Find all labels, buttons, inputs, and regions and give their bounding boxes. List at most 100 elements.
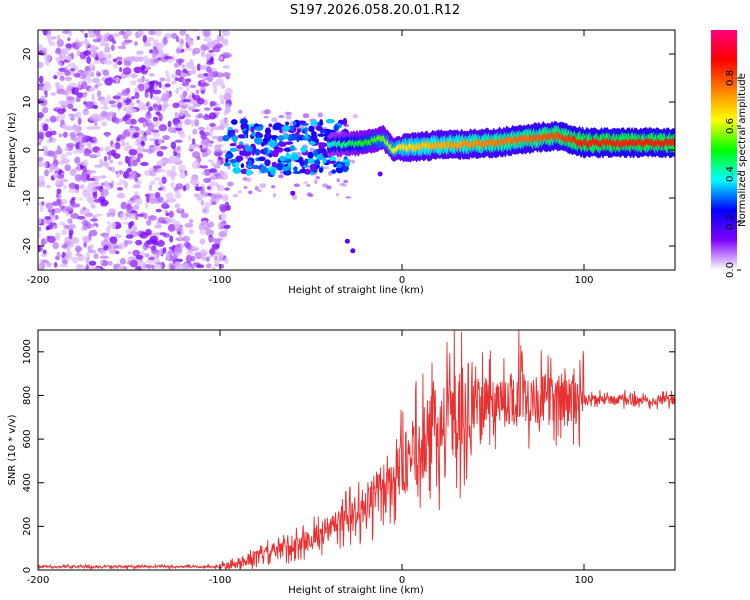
spectrogram-noise-cell — [38, 112, 44, 119]
spectrogram-noise-cell — [209, 140, 214, 144]
spectrogram-noise-cell — [285, 111, 293, 116]
spectrogram-noise-cell — [223, 257, 229, 265]
spectrogram-cell — [255, 131, 261, 136]
spectrogram-noise-cell — [82, 91, 88, 96]
spectrogram-noise-cell — [242, 176, 248, 181]
snr-ytick-label: 200 — [22, 517, 33, 536]
spectrogram-noise-cell — [62, 131, 68, 138]
spectrogram-noise-cell — [129, 197, 134, 201]
spectrogram-noise-cell — [93, 222, 98, 227]
spectrogram-noise-cell — [224, 187, 230, 191]
spectrogram-noise-cell — [213, 86, 218, 95]
snr-ylabel: SNR (10 * v/v) — [7, 414, 18, 485]
spectrogram-noise-cell — [118, 30, 126, 35]
spectrogram-noise-cell — [254, 186, 259, 191]
spectrogram-noise-cell — [54, 232, 61, 241]
spectrogram-noise-cell — [45, 118, 51, 123]
spectrogram-noise-cell — [93, 253, 99, 259]
spectrogram-cell — [318, 142, 328, 148]
spectrogram-noise-cell — [207, 177, 212, 183]
spectrogram-noise-cell — [38, 75, 44, 84]
spectrogram-noise-cell — [201, 151, 209, 158]
spectrogram-noise-cell — [107, 220, 111, 226]
spectrogram-noise-cell — [50, 130, 57, 136]
spectrogram-noise-cell — [149, 138, 157, 142]
spectrogram-noise-cell — [101, 175, 107, 179]
spectrogram-noise-cell — [227, 166, 231, 170]
spectrogram-noise-cell — [219, 118, 229, 127]
spectrogram-noise-cell — [158, 124, 168, 132]
spectrogram-noise-cell — [109, 159, 114, 164]
spectrogram-cell — [229, 143, 237, 147]
spectrogram-noise-cell — [211, 135, 219, 140]
spectrogram-noise-cell — [60, 119, 65, 125]
spectrogram-noise-cell — [208, 68, 213, 76]
spectrogram-cell — [229, 147, 238, 152]
spectrogram-noise-cell — [56, 34, 61, 41]
spectrogram-noise-cell — [100, 106, 110, 110]
spectrogram-noise-cell — [157, 187, 164, 191]
spectrogram-noise-cell — [139, 231, 148, 239]
spectrogram-noise-cell — [75, 253, 83, 257]
spectrogram-noise-cell — [164, 33, 172, 39]
colorbar-tick-label: 0.0 — [725, 262, 736, 278]
spectrogram-cell — [315, 125, 323, 131]
spectrogram-noise-cell — [132, 184, 141, 189]
spectrogram-cell — [299, 168, 307, 173]
spectrogram-noise-cell — [162, 135, 170, 141]
spectrogram-noise-cell — [151, 50, 158, 59]
spectrogram-noise-cell — [103, 245, 109, 251]
spectrogram-noise-cell — [58, 133, 63, 138]
spectrogram-noise-cell — [53, 150, 62, 155]
spectrogram-noise-cell — [68, 182, 77, 190]
spectrogram-noise-cell — [107, 155, 111, 161]
spectrogram-noise-cell — [149, 197, 157, 205]
spectrogram-noise-cell — [128, 148, 138, 156]
spectrogram-noise-cell — [103, 42, 110, 47]
spectrogram-xtick-label: 100 — [574, 275, 593, 286]
spectrogram-noise-cell — [134, 91, 140, 100]
spectrogram-noise-cell — [82, 206, 86, 211]
spectrogram-noise-cell — [129, 107, 134, 113]
spectrogram-noise-cell — [145, 79, 150, 84]
spectrogram-noise-cell — [60, 48, 65, 55]
spectrogram-noise-cell — [199, 191, 209, 198]
spectrogram-noise-cell — [209, 100, 217, 107]
spectrogram-noise-cell — [216, 34, 224, 42]
spectrogram-cell — [325, 118, 335, 124]
spectrogram-noise-cell — [60, 229, 68, 236]
spectrogram-noise-cell — [73, 72, 81, 78]
spectrogram-noise-cell — [133, 56, 140, 63]
spectrogram-noise-cell — [185, 254, 193, 263]
spectrogram-noise-cell — [191, 255, 196, 262]
spectrogram-noise-cell — [121, 141, 126, 147]
spectrogram-noise-cell — [125, 141, 130, 147]
spectrogram-noise-cell — [174, 158, 182, 164]
spectrogram-noise-cell — [81, 134, 88, 143]
spectrogram-cell — [277, 135, 285, 141]
spectrogram-noise-cell — [192, 128, 198, 135]
spectrogram-noise-cell — [146, 148, 154, 154]
spectrogram-noise-cell — [87, 182, 96, 186]
spectrogram-noise-cell — [165, 70, 170, 78]
colorbar-tick-label: 0.6 — [725, 118, 736, 134]
snr-ytick-label: 1000 — [22, 339, 33, 364]
spectrogram-noise-cell — [45, 130, 53, 138]
spectrogram-noise-cell — [140, 161, 149, 167]
spectrogram-noise-cell — [293, 183, 300, 188]
spectrogram-noise-cell — [53, 262, 58, 268]
spectrogram-noise-cell — [123, 39, 133, 43]
spectrogram-noise-cell — [190, 119, 195, 127]
spectrogram-noise-cell — [115, 56, 123, 61]
spectrogram-noise-cell — [113, 153, 121, 159]
spectrogram-noise-cell — [126, 199, 135, 205]
spectrogram-noise-cell — [117, 170, 121, 179]
spectrogram-noise-cell — [199, 238, 206, 245]
spectrogram-noise-cell — [202, 144, 207, 150]
spectrogram-noise-cell — [57, 108, 65, 115]
spectrogram-noise-cell — [109, 184, 113, 189]
spectrogram-noise-cell — [222, 65, 230, 69]
spectrogram-noise-cell — [146, 219, 152, 226]
spectrogram-noise-cell — [141, 140, 146, 147]
spectrogram-noise-cell — [93, 50, 98, 55]
